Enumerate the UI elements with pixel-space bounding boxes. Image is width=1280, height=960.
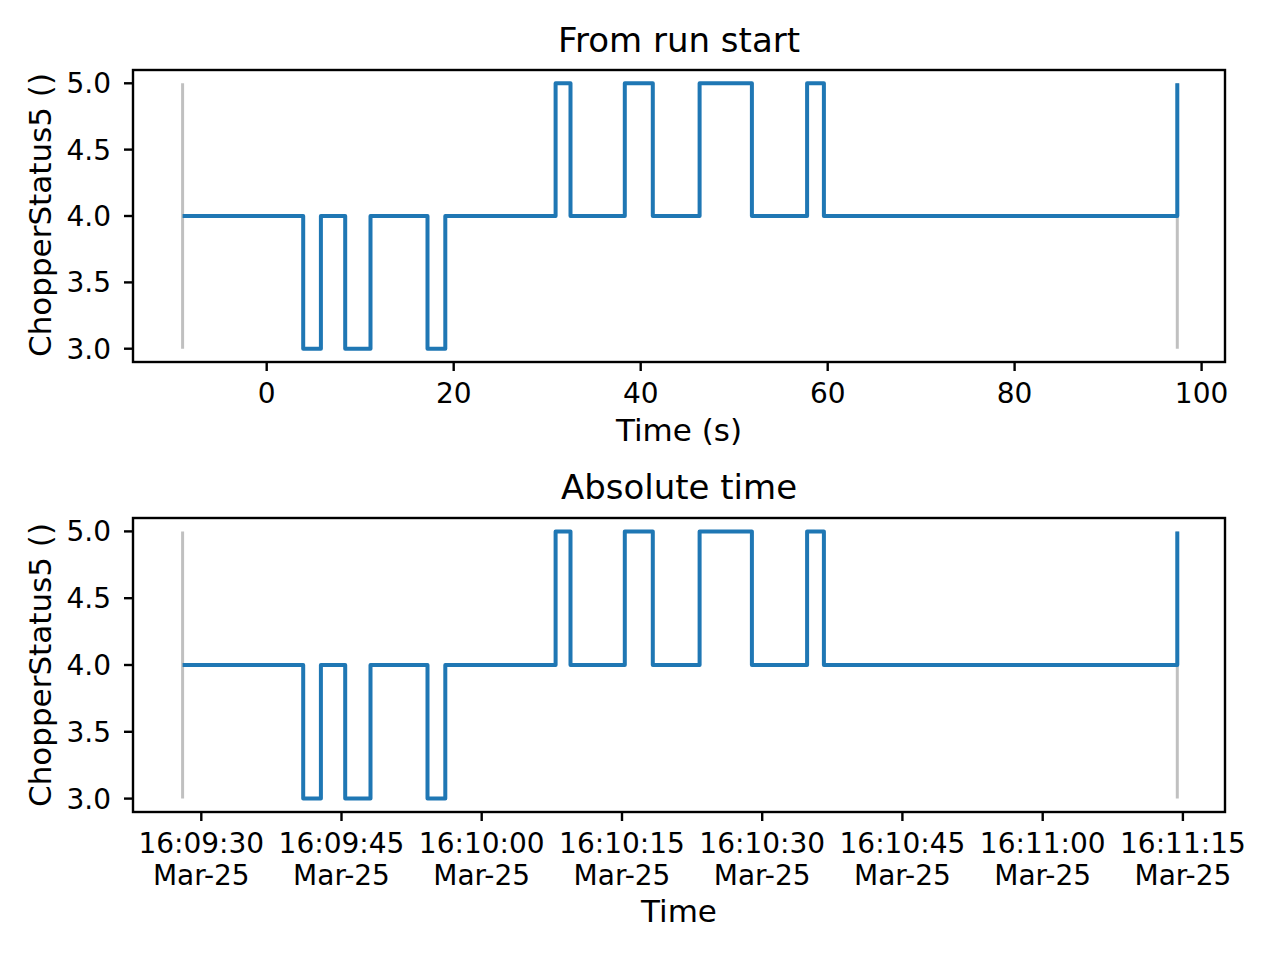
y-tick-label: 3.0	[66, 783, 111, 816]
x-tick-sublabel: Mar-25	[714, 859, 811, 892]
x-tick-sublabel: Mar-25	[1135, 859, 1232, 892]
x-tick-label: 16:10:15	[559, 827, 685, 860]
y-tick-label: 4.5	[66, 582, 111, 615]
y-tick-label: 5.0	[66, 515, 111, 548]
x-tick-label: 16:09:45	[279, 827, 405, 860]
x-tick-sublabel: Mar-25	[854, 859, 951, 892]
x-tick-label: 16:11:15	[1120, 827, 1246, 860]
y-tick-label: 3.5	[66, 716, 111, 749]
x-tick-sublabel: Mar-25	[153, 859, 250, 892]
x-tick-label: 16:10:30	[699, 827, 825, 860]
x-tick-sublabel: Mar-25	[574, 859, 671, 892]
x-tick-label: 16:11:00	[980, 827, 1106, 860]
x-tick-sublabel: Mar-25	[994, 859, 1091, 892]
series-line-ChopperStatus5	[183, 531, 1178, 798]
x-tick-label: 16:09:30	[138, 827, 264, 860]
plot-area-absolute-time: 16:09:30Mar-2516:09:45Mar-2516:10:00Mar-…	[0, 0, 1280, 960]
x-tick-sublabel: Mar-25	[293, 859, 390, 892]
x-tick-label: 16:10:45	[840, 827, 966, 860]
figure: From run start ChopperStatus5 () Time (s…	[0, 0, 1280, 960]
x-tick-sublabel: Mar-25	[433, 859, 530, 892]
y-tick-label: 4.0	[66, 649, 111, 682]
x-tick-label: 16:10:00	[419, 827, 545, 860]
